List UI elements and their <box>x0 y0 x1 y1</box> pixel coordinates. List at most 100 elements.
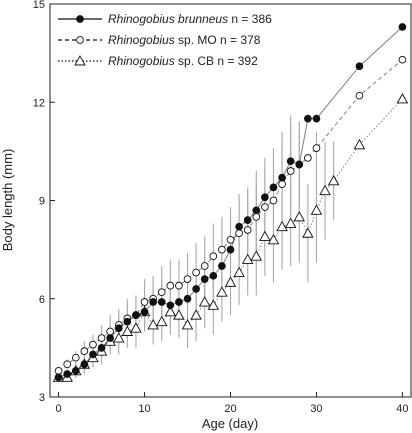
data-point-s0-17 <box>200 275 209 283</box>
data-point-s2-34 <box>396 93 409 104</box>
data-point-s0-6 <box>106 334 115 342</box>
data-point-s1-17 <box>200 262 209 270</box>
x-axis-label: Age (day) <box>202 416 258 431</box>
legend-label-0: Rhinogobius brunneus n = 386 <box>108 12 272 26</box>
data-point-s0-4 <box>89 350 97 359</box>
data-point-s2-16 <box>190 309 202 320</box>
y-tick-label-3: 12 <box>33 97 45 109</box>
data-point-s0-11 <box>149 298 157 306</box>
data-point-s1-24 <box>261 203 269 211</box>
x-tick-label-0: 0 <box>56 403 62 415</box>
data-point-s0-27 <box>286 157 295 166</box>
data-point-s2-9 <box>130 322 142 333</box>
data-point-s2-31 <box>319 184 331 196</box>
x-tick-label-1: 10 <box>138 403 150 415</box>
data-point-s1-3 <box>80 347 89 356</box>
data-point-s2-21 <box>233 266 245 277</box>
data-point-s1-15 <box>183 275 192 283</box>
data-point-s2-12 <box>155 315 168 327</box>
y-tick-label-1: 6 <box>39 294 45 306</box>
legend-marker-1 <box>76 36 84 44</box>
data-point-s1-29 <box>304 154 312 162</box>
data-point-s0-20 <box>226 245 235 254</box>
data-point-s2-14 <box>173 309 185 320</box>
data-point-s1-22 <box>243 226 252 234</box>
legend: Rhinogobius brunneus n = 386 Rhinogobius … <box>58 12 272 68</box>
y-axis-label: Body length (mm) <box>0 149 15 252</box>
data-point-s2-28 <box>293 210 306 222</box>
data-point-s0-29 <box>304 114 312 123</box>
y-tick-label-2: 9 <box>39 196 45 208</box>
data-point-s0-5 <box>97 344 106 352</box>
data-point-s1-16 <box>192 268 200 277</box>
data-point-s2-13 <box>164 305 177 317</box>
data-point-s2-18 <box>207 299 220 310</box>
data-point-s2-25 <box>267 233 280 245</box>
data-point-s0-8 <box>123 317 132 326</box>
data-point-s0-18 <box>209 271 218 280</box>
data-point-s0-30 <box>312 114 321 123</box>
data-point-s1-0 <box>54 366 63 375</box>
data-point-s2-26 <box>276 220 288 232</box>
data-point-s0-23 <box>252 206 261 215</box>
data-point-s1-30 <box>312 144 321 152</box>
x-tick-label-4: 40 <box>396 403 408 415</box>
data-point-s1-32 <box>398 55 407 64</box>
data-point-s0-31 <box>355 62 364 71</box>
data-point-s1-10 <box>140 298 149 306</box>
data-point-s0-13 <box>166 301 175 310</box>
data-point-s2-17 <box>198 296 211 307</box>
data-point-s0-1 <box>63 370 72 378</box>
data-point-s2-11 <box>147 319 159 330</box>
data-point-s1-23 <box>252 213 261 221</box>
data-point-s0-15 <box>183 294 192 303</box>
series-markers <box>52 23 409 382</box>
data-point-s1-25 <box>269 196 278 205</box>
data-point-s0-14 <box>175 298 183 306</box>
data-point-s0-0 <box>54 373 63 382</box>
data-point-s2-20 <box>224 276 237 287</box>
legend-marker-0 <box>76 15 84 23</box>
data-point-s0-26 <box>278 173 286 182</box>
data-point-s1-19 <box>218 245 226 254</box>
data-point-s1-20 <box>226 235 235 244</box>
data-point-s2-22 <box>241 253 254 264</box>
data-point-s1-14 <box>175 281 183 290</box>
data-point-s1-27 <box>286 167 295 175</box>
data-point-s2-15 <box>181 319 194 330</box>
data-point-s0-22 <box>243 216 252 225</box>
data-point-s1-1 <box>63 360 72 369</box>
data-point-s2-32 <box>327 174 340 186</box>
data-point-s0-7 <box>114 324 123 333</box>
data-point-s0-32 <box>398 23 407 31</box>
error-bars <box>58 115 335 383</box>
data-point-s2-23 <box>250 250 263 261</box>
data-point-s0-2 <box>71 366 80 375</box>
x-tick-label-2: 20 <box>224 403 236 415</box>
data-point-s0-3 <box>80 360 89 369</box>
data-point-s1-18 <box>209 252 218 261</box>
data-point-s1-2 <box>71 353 80 362</box>
data-point-s0-21 <box>235 222 243 231</box>
data-point-s1-6 <box>106 327 115 336</box>
y-tick-label-4: 15 <box>33 0 45 11</box>
data-point-s0-10 <box>140 308 149 316</box>
data-point-s2-30 <box>310 204 323 215</box>
x-tick-label-3: 30 <box>310 403 322 415</box>
data-point-s1-12 <box>157 288 166 297</box>
data-point-s1-31 <box>355 91 364 100</box>
data-point-s2-33 <box>353 138 366 150</box>
data-point-s1-4 <box>89 340 97 349</box>
data-point-s1-13 <box>166 281 175 290</box>
legend-marker-2 <box>74 55 86 66</box>
data-point-s2-19 <box>216 286 228 297</box>
data-point-s0-16 <box>192 285 200 293</box>
y-tick-label-0: 3 <box>39 392 45 404</box>
axes: 0 10 20 30 40 3 6 9 12 15 <box>33 0 409 415</box>
data-point-s2-29 <box>302 227 314 238</box>
data-point-s2-8 <box>121 325 134 336</box>
data-point-s2-27 <box>284 217 297 228</box>
legend-label-1: Rhinogobius sp. MO n = 378 <box>108 33 261 47</box>
data-point-s0-9 <box>132 311 140 319</box>
